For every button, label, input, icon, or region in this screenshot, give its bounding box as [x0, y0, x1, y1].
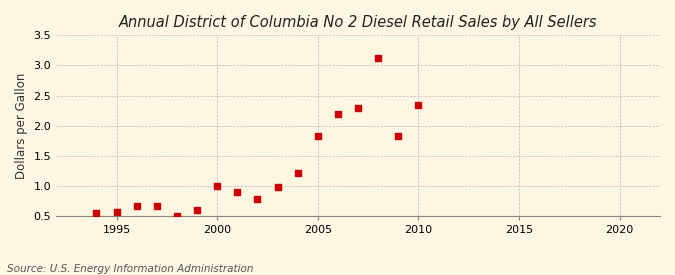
Y-axis label: Dollars per Gallon: Dollars per Gallon: [15, 73, 28, 179]
Point: [212, 184, 223, 188]
Point: [333, 112, 344, 117]
Point: [91, 211, 102, 215]
Point: [111, 210, 122, 214]
Point: [352, 106, 363, 110]
Point: [131, 204, 142, 208]
Point: [313, 134, 323, 138]
Text: Source: U.S. Energy Information Administration: Source: U.S. Energy Information Administ…: [7, 264, 253, 274]
Point: [393, 134, 404, 138]
Point: [151, 204, 162, 208]
Point: [171, 214, 182, 218]
Point: [292, 170, 303, 175]
Point: [232, 190, 243, 194]
Point: [373, 56, 383, 60]
Point: [252, 197, 263, 202]
Point: [192, 207, 202, 212]
Point: [413, 103, 424, 107]
Title: Annual District of Columbia No 2 Diesel Retail Sales by All Sellers: Annual District of Columbia No 2 Diesel …: [119, 15, 597, 30]
Point: [272, 185, 283, 189]
